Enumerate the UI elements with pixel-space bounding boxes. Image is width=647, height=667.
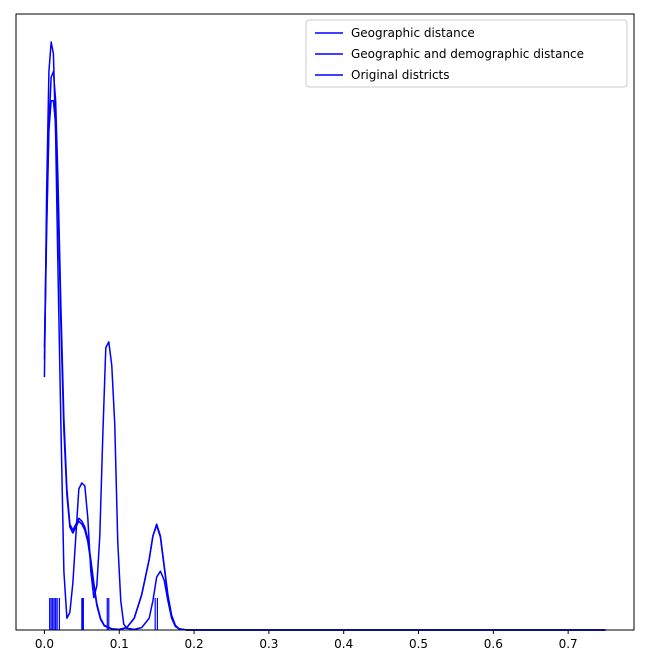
legend-label: Original districts [351,68,450,82]
series-line-2 [43,100,606,631]
x-tick-label: 0.0 [35,637,54,651]
series-line-1 [43,70,606,631]
x-tick-label: 0.3 [259,637,278,651]
legend-label: Geographic distance [351,26,475,40]
legend: Geographic distance Geographic and demogr… [305,19,628,88]
x-tick-label: 0.6 [484,637,503,651]
axes-frame [15,13,635,631]
x-tick-label: 0.7 [559,637,578,651]
legend-label: Geographic and demographic distance [351,47,584,61]
x-tick-label: 0.1 [110,637,129,651]
plot-area [15,13,635,631]
series-line-3 [43,41,606,631]
legend-box [305,19,628,88]
x-tick-label: 0.5 [409,637,428,651]
x-axis: 0.0 0.1 0.2 0.3 0.4 0.5 0.6 0.7 [35,630,578,651]
x-tick-label: 0.4 [334,637,353,651]
x-tick-label: 0.2 [185,637,204,651]
